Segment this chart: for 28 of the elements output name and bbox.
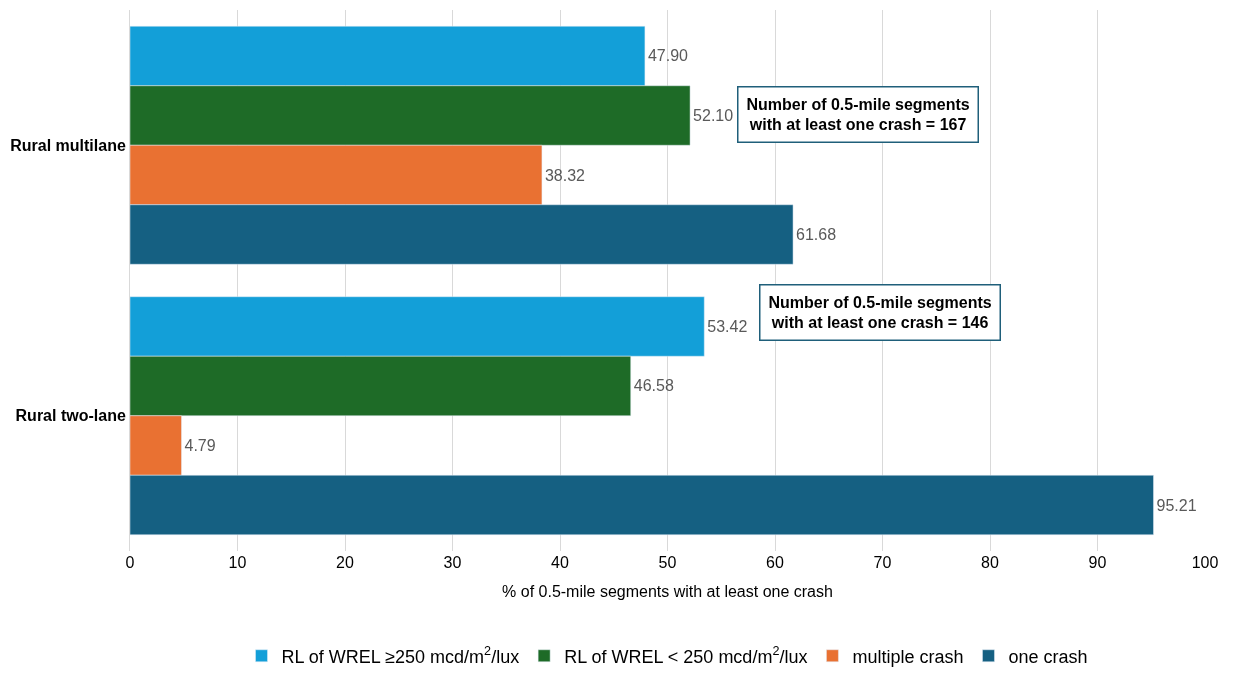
x-tick-label: 50: [658, 554, 677, 571]
y-tick-label: Rural multilane: [10, 136, 126, 154]
data-label: 46.58: [633, 377, 674, 395]
legend-label: one crash: [1008, 646, 1088, 667]
data-label: 61.68: [796, 226, 837, 244]
x-tick-label: 0: [125, 554, 135, 571]
data-label: 38.32: [544, 166, 586, 184]
annotation: Number of 0.5-mile segments with at least one crash = 167: [746, 95, 970, 134]
x-tick-label: 20: [336, 554, 354, 571]
data-label: 4.79: [184, 437, 216, 455]
data-label: 47.90: [647, 47, 689, 65]
x-tick-label: 10: [228, 554, 247, 571]
x-tick-label: 90: [1088, 554, 1107, 571]
legend-label: RL of WREL < 250 mcd/m$^{2}$/lux: [564, 644, 808, 667]
legend-label: RL of WREL ≥250 mcd/m$^{2}$/lux: [281, 644, 520, 667]
y-tick-label: Rural two-lane: [15, 407, 126, 425]
data-label: 95.21: [1156, 496, 1197, 514]
x-tick-label: 70: [873, 554, 892, 571]
annotation: Number of 0.5-mile segments with at least one crash = 146: [768, 293, 992, 332]
x-tick-label: 40: [551, 554, 569, 571]
x-tick-label: 30: [443, 554, 462, 571]
data-label: 53.42: [707, 317, 748, 335]
x-tick-label: 100: [1191, 554, 1219, 571]
data-label: 52.10: [693, 107, 734, 124]
x-axis-title: % of 0.5-mile segments with at least one crash: [502, 582, 833, 600]
x-tick-label: 80: [981, 554, 999, 571]
legend-label: multiple crash: [852, 646, 964, 667]
x-tick-label: 60: [766, 554, 784, 571]
